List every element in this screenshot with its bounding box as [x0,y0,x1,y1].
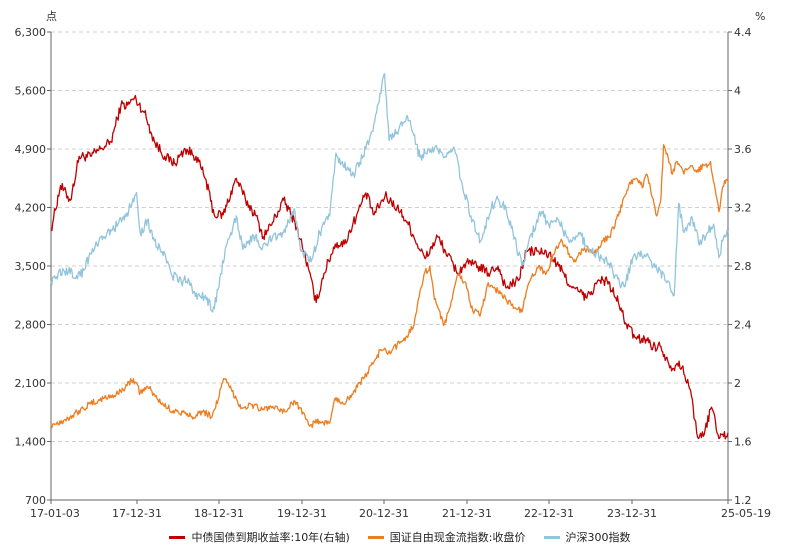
legend-label-free-cash-flow: 国证自由现金流指数:收盘价 [389,531,526,544]
series-lines [50,73,729,440]
x-tick-label: 22-12-31 [524,507,574,520]
legend-item-csi300: 沪深300指数 [543,529,631,545]
right-tick-label: 1.2 [734,494,752,507]
left-tick-label: 1,400 [15,436,47,449]
legend-swatch-csi300 [543,535,560,539]
x-tick-label: 19-12-31 [277,507,327,520]
left-tick-label: 2,100 [15,377,47,390]
right-tick-labels: 4.4 4 3.6 3.2 2.8 2.4 2 1.6 1.2 [734,26,752,507]
legend-swatch-free-cash-flow [367,535,384,539]
left-tick-label: 4,900 [15,143,47,156]
left-tick-label: 4,200 [15,202,47,215]
left-tick-label: 5,600 [15,85,47,98]
x-tick-label: 21-12-31 [442,507,492,520]
right-tick-label: 1.6 [734,436,752,449]
legend-item-free-cash-flow: 国证自由现金流指数:收盘价 [367,529,526,545]
left-tick-label: 3,500 [15,260,47,273]
series-line-0 [50,94,729,440]
left-tick-label: 2,800 [15,319,47,332]
axes [47,31,732,504]
legend-label-bond-yield: 中债国债到期收益率:10年(右轴) [191,531,350,544]
legend-swatch-bond-yield [169,535,186,539]
right-tick-label: 4 [734,85,741,98]
legend-label-csi300: 沪深300指数 [565,531,631,544]
left-tick-labels: 6,300 5,600 4,900 4,200 3,500 2,800 2,100 1,400… [15,26,47,507]
right-tick-label: 2.4 [734,319,752,332]
x-tick-label: 25-05-19 [721,507,771,520]
left-tick-label: 6,300 [15,26,47,39]
right-axis-unit: % [755,10,765,23]
x-tick-label: 17-01-03 [30,507,80,520]
right-tick-label: 2.8 [734,260,752,273]
right-tick-label: 2 [734,377,741,390]
right-tick-label: 3.6 [734,143,752,156]
x-tick-label: 20-12-31 [359,507,409,520]
series-line-2 [50,73,729,313]
left-axis-unit: 点 [46,10,57,23]
x-tick-label: 18-12-31 [194,507,244,520]
legend-item-bond-yield: 中债国债到期收益率:10年(右轴) [169,529,350,545]
x-tick-label: 23-12-31 [607,507,657,520]
right-tick-label: 4.4 [734,26,752,39]
x-tick-labels: 17-01-03 17-12-31 18-12-31 19-12-31 20-12-31… [30,507,771,520]
right-tick-label: 3.2 [734,202,752,215]
x-tick-label: 17-12-31 [112,507,162,520]
grid-lines [51,31,728,442]
left-tick-label: 700 [25,494,46,507]
series-line-1 [50,144,729,429]
legend: 中债国债到期收益率:10年(右轴) 国证自由现金流指数:收盘价 沪深300指数 [0,528,800,546]
